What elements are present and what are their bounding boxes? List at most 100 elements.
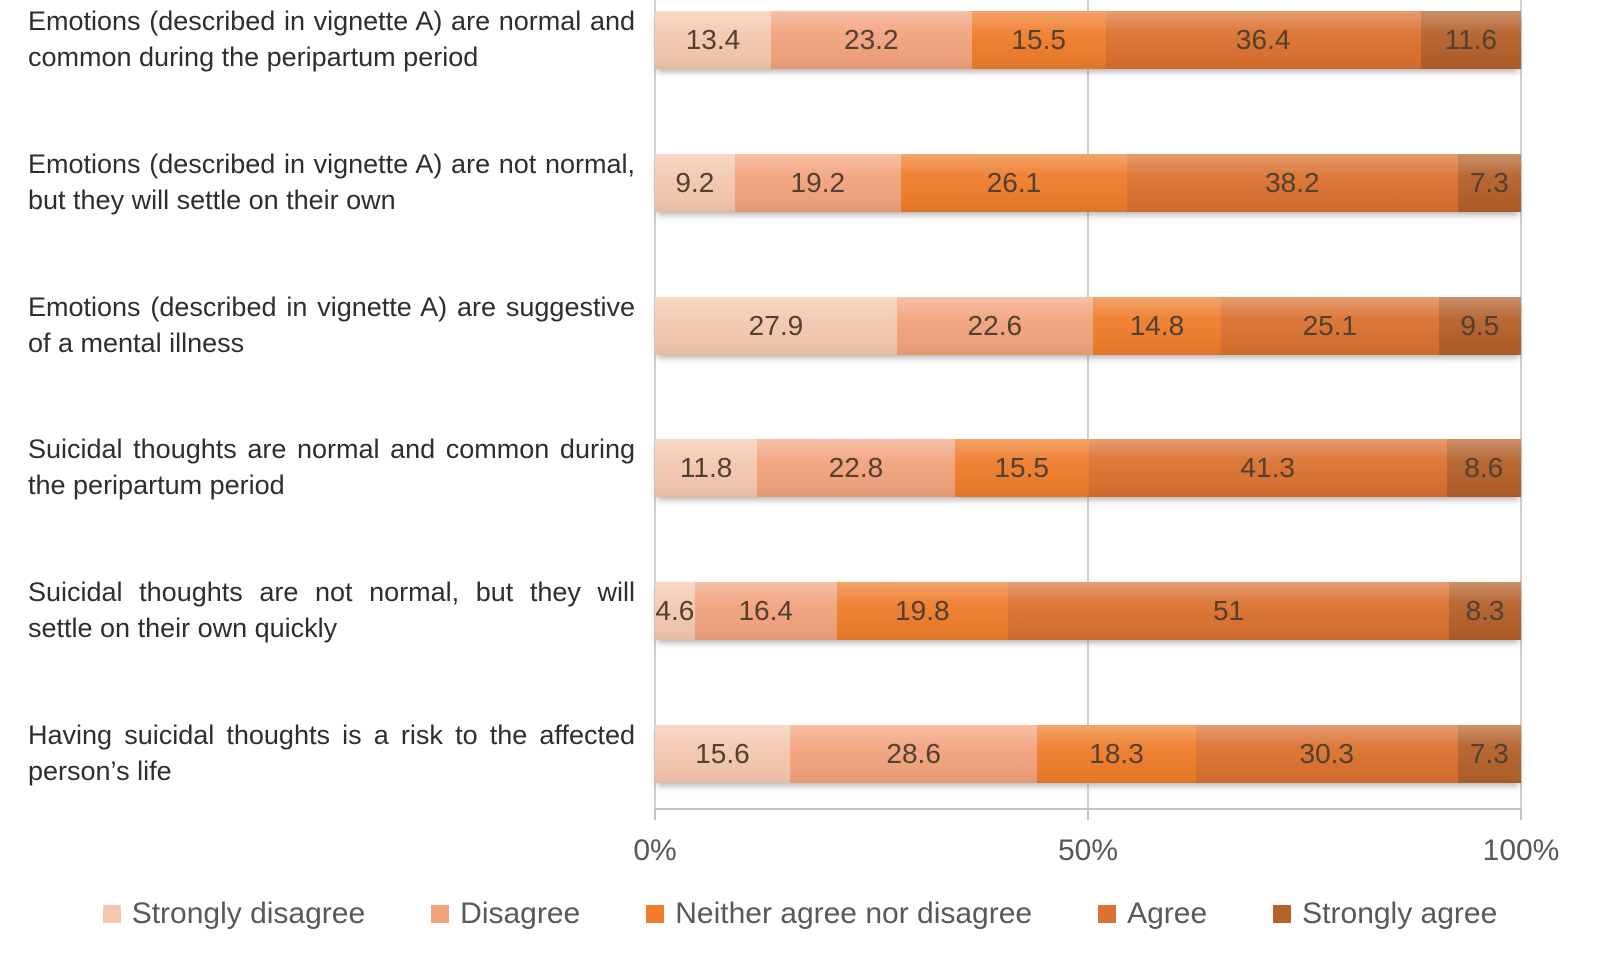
category-label: Having suicidal thoughts is a risk to th… <box>28 720 635 786</box>
bar-track: 27.9 22.6 14.8 25.1 9.5 <box>655 296 1522 355</box>
tick-mark-0 <box>654 808 656 820</box>
chart-row: Emotions (described in vignette A) are n… <box>0 149 1600 215</box>
bar-segment: 9.2 <box>655 153 735 212</box>
bar-segment: 30.3 <box>1195 725 1458 783</box>
value-label: 25.1 <box>1302 309 1358 341</box>
value-label: 14.8 <box>1129 309 1185 341</box>
bar-segment: 15.5 <box>971 11 1106 69</box>
legend-item: Strongly disagree <box>102 897 366 931</box>
tick-mark-50 <box>1087 808 1089 820</box>
value-label: 19.8 <box>895 595 950 627</box>
legend-item: Neither agree nor disagree <box>646 897 1032 931</box>
legend-swatch-icon <box>1098 905 1117 923</box>
chart-row: Having suicidal thoughts is a risk to th… <box>0 720 1600 786</box>
legend-label: Strongly agree <box>1302 897 1498 930</box>
bar-segment: 22.8 <box>757 439 956 498</box>
legend-swatch-icon <box>431 905 450 923</box>
chart-row: Suicidal thoughts are normal and common … <box>0 434 1600 500</box>
value-label: 26.1 <box>986 166 1042 198</box>
value-label: 19.2 <box>790 166 846 198</box>
value-label: 15.5 <box>994 452 1049 484</box>
value-label: 7.3 <box>1469 738 1509 769</box>
bar-segment: 15.6 <box>655 725 790 783</box>
bar-segment: 8.6 <box>1446 439 1522 498</box>
bar-segment: 7.3 <box>1457 153 1522 212</box>
value-label: 27.9 <box>748 309 804 341</box>
value-label: 7.3 <box>1469 166 1509 198</box>
bar-track: 15.6 28.6 18.3 30.3 7.3 <box>655 725 1522 783</box>
tick-label-100: 100% <box>1482 834 1560 867</box>
legend-swatch-icon <box>1273 905 1292 923</box>
value-label: 15.6 <box>695 738 750 769</box>
value-label: 16.4 <box>738 595 793 627</box>
value-label: 4.6 <box>655 595 695 627</box>
gridline-0 <box>654 0 656 808</box>
value-label: 41.3 <box>1240 452 1295 484</box>
chart-row: Emotions (described in vignette A) are n… <box>0 6 1600 72</box>
tick-label-50: 50% <box>1057 834 1119 867</box>
bar-segment: 11.6 <box>1420 11 1522 69</box>
bar-segment: 28.6 <box>789 725 1038 783</box>
bar-segment: 36.4 <box>1105 11 1421 69</box>
bar-segment: 11.8 <box>655 439 758 498</box>
bar-segment: 19.2 <box>734 153 902 212</box>
value-label: 30.3 <box>1299 738 1355 769</box>
bar-segment: 8.3 <box>1449 582 1521 641</box>
category-label: Suicidal thoughts are not normal, but th… <box>28 577 635 644</box>
gridline-50 <box>1087 0 1089 808</box>
value-label: 38.2 <box>1265 166 1320 198</box>
legend-label: Strongly disagree <box>131 897 366 930</box>
value-label: 11.6 <box>1444 24 1497 55</box>
legend-label: Agree <box>1127 897 1208 930</box>
value-label: 8.6 <box>1464 452 1504 484</box>
legend: Strongly disagree Disagree Neither agree n… <box>0 897 1600 931</box>
bar-segment: 51 <box>1007 582 1450 641</box>
value-label: 9.2 <box>675 166 715 198</box>
bar-segment: 15.5 <box>954 439 1090 498</box>
value-label: 22.6 <box>967 309 1023 341</box>
value-label: 11.8 <box>679 452 733 484</box>
category-label: Suicidal thoughts are normal and common … <box>28 434 635 501</box>
category-label: Emotions (described in vignette A) are n… <box>28 148 635 215</box>
value-label: 15.5 <box>1011 24 1066 55</box>
bar-segment: 22.6 <box>896 296 1093 355</box>
tick-label-0: 0% <box>633 834 677 867</box>
bar-segment: 25.1 <box>1221 296 1439 355</box>
value-label: 22.8 <box>828 452 884 484</box>
legend-swatch-icon <box>646 905 665 923</box>
bar-segment: 13.4 <box>655 11 771 69</box>
legend-label: Neither agree nor disagree <box>675 897 1033 930</box>
category-label: Emotions (described in vignette A) are s… <box>28 291 635 358</box>
legend-item: Disagree <box>431 897 580 931</box>
bar-segment: 16.4 <box>694 582 837 641</box>
bar-segment: 14.8 <box>1092 296 1222 355</box>
chart-row: Suicidal thoughts are not normal, but th… <box>0 577 1600 643</box>
bar-segment: 19.8 <box>836 582 1009 641</box>
value-label: 23.2 <box>844 24 899 55</box>
bar-segment: 38.2 <box>1126 153 1458 212</box>
legend-label: Disagree <box>460 897 581 930</box>
bar-segment: 9.5 <box>1438 296 1522 355</box>
bar-track: 4.6 16.4 19.8 51 8.3 <box>655 582 1521 641</box>
bar-segment: 27.9 <box>655 296 897 355</box>
bar-segment: 23.2 <box>770 11 972 69</box>
category-label: Emotions (described in vignette A) are n… <box>28 6 635 72</box>
bar-segment: 26.1 <box>900 153 1127 212</box>
value-label: 9.5 <box>1460 309 1500 341</box>
value-label: 13.4 <box>685 24 741 55</box>
value-label: 28.6 <box>886 738 941 769</box>
value-label: 51 <box>1212 595 1245 627</box>
bar-segment: 4.6 <box>655 582 695 641</box>
bar-track: 9.2 19.2 26.1 38.2 7.3 <box>655 153 1522 212</box>
legend-swatch-icon <box>102 905 121 923</box>
legend-item: Strongly agree <box>1273 897 1497 931</box>
value-label: 8.3 <box>1465 595 1505 627</box>
chart-row: Emotions (described in vignette A) are s… <box>0 292 1600 358</box>
value-label: 36.4 <box>1235 24 1291 55</box>
value-label: 18.3 <box>1089 738 1144 769</box>
tick-mark-100 <box>1520 808 1522 820</box>
bar-track: 11.8 22.8 15.5 41.3 8.6 <box>655 439 1522 498</box>
gridline-100 <box>1520 0 1522 808</box>
bar-segment: 7.3 <box>1457 725 1522 783</box>
